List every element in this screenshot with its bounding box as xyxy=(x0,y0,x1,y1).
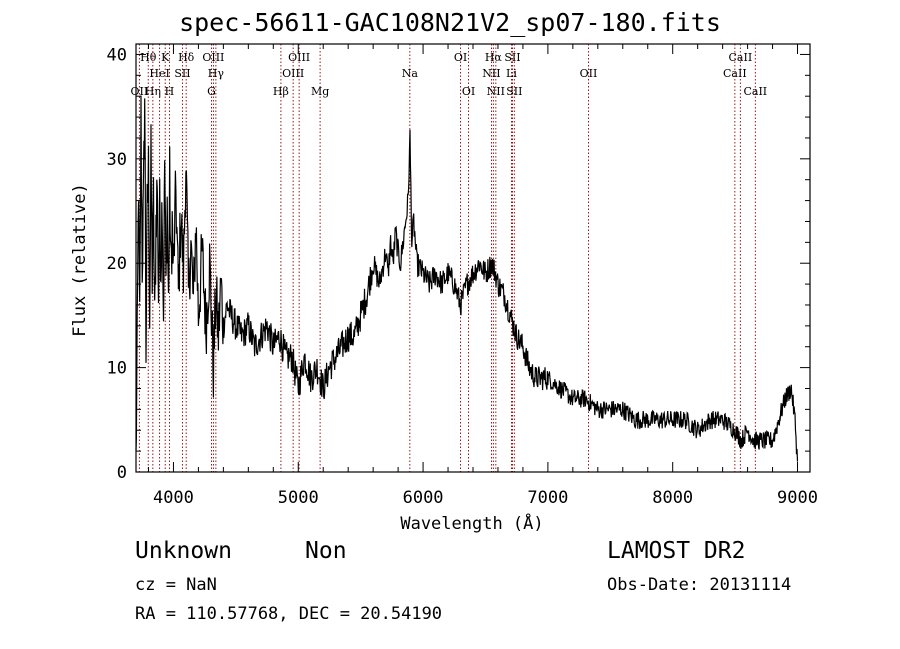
x-tick-label: 8000 xyxy=(652,488,693,508)
line-marker-label: K xyxy=(161,51,170,64)
line-marker-label: OI xyxy=(462,85,475,98)
line-marker-label: OI xyxy=(454,51,467,64)
line-marker-labels: OII Hθ Hη HeI K H SII Hδ G OIII Hγ Hβ OIII OIII Mg Na OI… xyxy=(131,51,768,98)
line-marker-label: HeI xyxy=(149,67,169,80)
ra-dec-coordinates: RA = 110.57768, DEC = 20.54190 xyxy=(135,604,443,624)
line-marker-label: OIII xyxy=(282,67,304,80)
line-marker-label: CaII xyxy=(743,85,767,98)
line-marker-label: Hδ xyxy=(178,51,195,64)
line-marker-label: Hβ xyxy=(273,85,289,98)
line-marker-label: NII xyxy=(487,85,505,98)
line-marker-label: SII xyxy=(504,51,520,64)
line-marker-label: OIII xyxy=(202,51,224,64)
line-marker-label: SII xyxy=(174,67,190,80)
line-marker-label: Hα xyxy=(485,51,503,64)
y-axis-ticks: 0 10 20 30 40 xyxy=(107,45,810,483)
chart-title: spec-56611-GAC108N21V2_sp07-180.fits xyxy=(179,8,721,37)
x-tick-label: 6000 xyxy=(403,488,444,508)
line-markers xyxy=(138,44,756,472)
x-tick-label: 7000 xyxy=(527,488,568,508)
spectrum-line xyxy=(135,95,799,462)
line-marker-label: Li xyxy=(506,67,517,80)
y-tick-label: 10 xyxy=(107,359,127,379)
line-marker-label: OIII xyxy=(288,51,310,64)
line-marker-label: Hη xyxy=(145,85,161,98)
observation-date: Obs-Date: 20131114 xyxy=(607,575,792,595)
y-tick-label: 20 xyxy=(107,254,127,274)
x-tick-label: 5000 xyxy=(278,488,319,508)
line-marker-label: Hγ xyxy=(208,67,225,80)
line-marker-label: CaII xyxy=(729,51,753,64)
line-marker-label: Na xyxy=(402,67,419,80)
plot-frame xyxy=(135,43,811,473)
line-marker-label: NII xyxy=(482,67,500,80)
y-tick-label: 0 xyxy=(117,463,127,483)
y-axis-label: Flux (relative) xyxy=(70,183,90,337)
survey-name: LAMOST DR2 xyxy=(607,538,746,564)
line-marker-label: SII xyxy=(506,85,522,98)
line-marker-label: H xyxy=(165,85,175,98)
line-marker-label: OII xyxy=(131,85,149,98)
x-axis-ticks: 4000 5000 6000 7000 8000 9000 xyxy=(147,44,818,508)
object-subclass: Non xyxy=(305,538,347,564)
x-tick-label: 9000 xyxy=(777,488,818,508)
y-tick-label: 30 xyxy=(107,150,127,170)
line-marker-label: OII xyxy=(580,67,598,80)
line-marker-label: Hθ xyxy=(140,51,157,64)
y-tick-label: 40 xyxy=(107,45,127,65)
line-marker-label: CaII xyxy=(723,67,747,80)
line-marker-label: G xyxy=(207,85,216,98)
x-axis-label: Wavelength (Å) xyxy=(400,512,543,534)
redshift-cz: cz = NaN xyxy=(135,575,217,595)
line-marker-label: Mg xyxy=(311,85,329,98)
x-tick-label: 4000 xyxy=(153,488,194,508)
object-class: Unknown xyxy=(135,538,232,564)
